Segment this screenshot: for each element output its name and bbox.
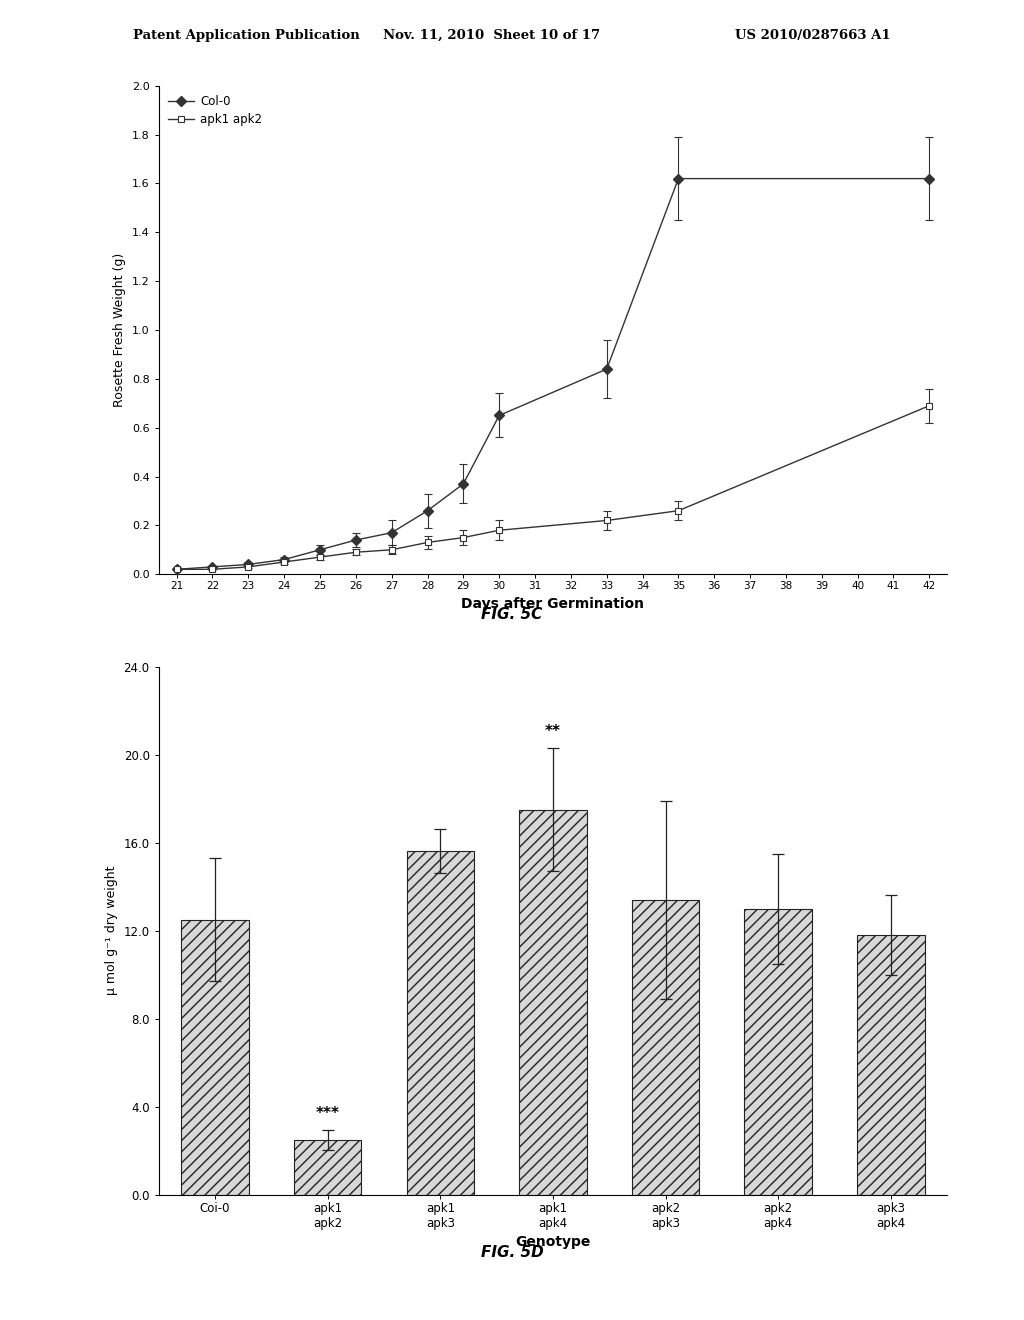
Text: **: ** xyxy=(545,725,561,739)
Bar xyxy=(181,920,249,1195)
Bar xyxy=(857,935,925,1195)
X-axis label: Days after Germination: Days after Germination xyxy=(462,597,644,611)
Text: Patent Application Publication: Patent Application Publication xyxy=(133,29,359,42)
X-axis label: Genotype: Genotype xyxy=(515,1236,591,1249)
Y-axis label: Rosette Fresh Weight (g): Rosette Fresh Weight (g) xyxy=(114,253,126,407)
Y-axis label: μ mol g⁻¹ dry weight: μ mol g⁻¹ dry weight xyxy=(105,866,118,995)
Text: FIG. 5D: FIG. 5D xyxy=(480,1245,544,1259)
Bar xyxy=(632,900,699,1195)
Legend: Col-0, apk1 apk2: Col-0, apk1 apk2 xyxy=(165,91,265,129)
Text: US 2010/0287663 A1: US 2010/0287663 A1 xyxy=(735,29,891,42)
Bar xyxy=(744,908,812,1195)
Text: FIG. 5C: FIG. 5C xyxy=(481,607,543,622)
Text: Nov. 11, 2010  Sheet 10 of 17: Nov. 11, 2010 Sheet 10 of 17 xyxy=(383,29,600,42)
Text: ***: *** xyxy=(315,1106,340,1121)
Bar xyxy=(407,851,474,1195)
Bar xyxy=(519,809,587,1195)
Bar xyxy=(294,1139,361,1195)
